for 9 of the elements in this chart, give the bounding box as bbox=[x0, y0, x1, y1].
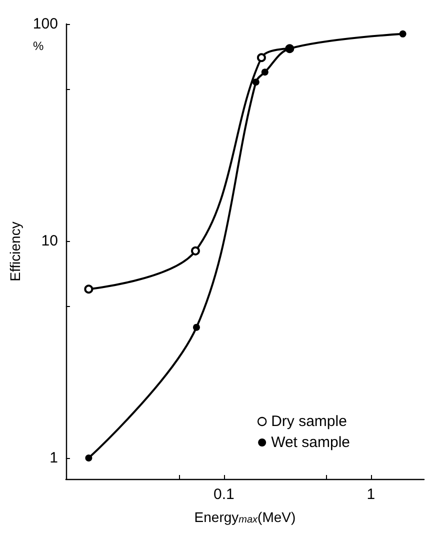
y-tick-label: 1 bbox=[50, 449, 58, 466]
y-tick-label: 100 bbox=[32, 16, 58, 32]
y-axis-title: Efficiency bbox=[7, 222, 23, 282]
x-axis-title: Energymax(MeV) bbox=[194, 509, 296, 526]
text: % bbox=[33, 39, 44, 53]
legend-label: Dry sample bbox=[271, 413, 347, 430]
y-tick-label: 10 bbox=[41, 232, 58, 250]
x-tick-label: 0.1 bbox=[214, 486, 234, 503]
legend-label: Wet sample bbox=[271, 434, 350, 451]
